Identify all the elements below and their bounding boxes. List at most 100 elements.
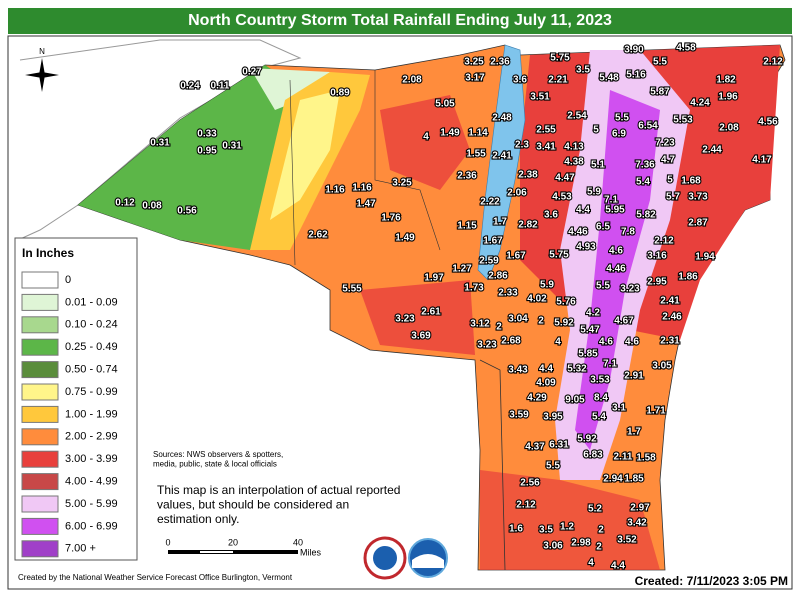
sources: Sources: NWS observers & spotters, media,… xyxy=(153,450,283,469)
station-value: 5.9 xyxy=(540,280,554,291)
scale-tick: 20 xyxy=(228,537,238,547)
station-value: 5.1 xyxy=(591,160,605,171)
station-value: 2.97 xyxy=(630,503,650,514)
station-value: 4 xyxy=(588,558,594,569)
station-value: 3.23 xyxy=(395,314,415,325)
rainfall-field xyxy=(77,44,786,571)
station-value: 2.59 xyxy=(479,256,499,267)
station-value: 7.1 xyxy=(604,195,618,206)
station-value: 1.71 xyxy=(646,406,666,417)
station-value: 5.7 xyxy=(666,192,680,203)
station-value: 2.56 xyxy=(520,478,540,489)
station-value: 2.48 xyxy=(492,113,512,124)
station-value: 2.44 xyxy=(702,145,722,156)
station-value: 4 xyxy=(423,132,429,143)
station-value: 3.59 xyxy=(509,410,529,421)
station-value: 7.23 xyxy=(655,138,675,149)
station-value: 1.27 xyxy=(452,264,472,275)
station-value: 4.46 xyxy=(606,264,626,275)
station-value: 1.16 xyxy=(352,183,372,194)
legend: In Inches 0 0.01 - 0.09 0.10 - 0.24 0.25 - … xyxy=(14,237,138,561)
legend-label: 1.00 - 1.99 xyxy=(65,408,118,420)
station-value: 1.6 xyxy=(509,524,523,535)
station-value: 3.06 xyxy=(543,541,563,552)
station-value: 1.67 xyxy=(506,251,526,262)
station-value: 5.76 xyxy=(556,297,576,308)
station-value: 3.5 xyxy=(539,525,553,536)
station-value: 5.9 xyxy=(587,187,601,198)
station-value: 4.56 xyxy=(758,117,778,128)
station-value: 5.48 xyxy=(599,73,619,84)
station-value: 3.5 xyxy=(576,65,590,76)
station-value: 8.4 xyxy=(594,393,608,404)
station-value: 1.96 xyxy=(718,92,738,103)
station-value: 4.4 xyxy=(576,205,590,216)
station-value: 1.67 xyxy=(483,236,503,247)
legend-label: 0.10 - 0.24 xyxy=(65,319,118,331)
legend-swatch xyxy=(21,316,59,334)
legend-label: 0.50 - 0.74 xyxy=(65,364,118,376)
station-value: 5.32 xyxy=(567,364,587,375)
station-value: 6.54 xyxy=(638,121,658,132)
station-value: 5.47 xyxy=(580,325,600,336)
legend-swatch xyxy=(21,473,59,491)
station-value: 1.16 xyxy=(325,185,345,196)
station-value: 7.1 xyxy=(603,359,617,370)
magenta-zone xyxy=(575,90,660,450)
legend-label: 7.00 + xyxy=(65,543,96,555)
station-value: 2.62 xyxy=(308,230,328,241)
station-value: 5.5 xyxy=(596,281,610,292)
station-value: 2.46 xyxy=(662,312,682,323)
red-patch xyxy=(480,470,660,570)
station-value: 3.25 xyxy=(392,178,412,189)
station-value: 2.95 xyxy=(647,277,667,288)
station-value: 3.23 xyxy=(477,340,497,351)
logos xyxy=(363,536,448,580)
compass-label: N xyxy=(39,47,45,56)
station-value: 5.16 xyxy=(626,70,646,81)
compass: N xyxy=(25,47,59,92)
station-value: 3.6 xyxy=(544,210,558,221)
station-value: 4.38 xyxy=(564,157,584,168)
legend-swatch xyxy=(21,293,59,311)
station-value: 2.12 xyxy=(654,236,674,247)
station-value: 2.55 xyxy=(536,125,556,136)
station-value: 4.13 xyxy=(564,142,584,153)
station-value: 3.12 xyxy=(470,319,490,330)
station-value: 4.17 xyxy=(752,155,772,166)
station-value: 1.7 xyxy=(493,217,507,228)
legend-label: 0 xyxy=(65,274,71,286)
scale-tick: 40 xyxy=(293,537,303,547)
legend-swatch xyxy=(21,271,59,289)
station-value: 2.22 xyxy=(480,197,500,208)
station-value: 7.36 xyxy=(635,160,655,171)
station-value: 0.89 xyxy=(330,88,350,99)
station-value: 3.95 xyxy=(543,412,563,423)
station-value: 1.86 xyxy=(678,272,698,283)
state-line xyxy=(479,359,506,571)
station-value: 5 xyxy=(593,125,599,136)
frame xyxy=(7,35,793,590)
station-value: 4.2 xyxy=(586,308,600,319)
station-value: 4.29 xyxy=(527,393,547,404)
station-value: 3.25 xyxy=(464,57,484,68)
station-value: 4 xyxy=(555,337,561,348)
station-value: 3.6 xyxy=(513,75,527,86)
station-value: 2.94 xyxy=(603,474,623,485)
station-value: 1.15 xyxy=(457,221,477,232)
station-value: 3.42 xyxy=(627,518,647,529)
legend-swatch xyxy=(21,517,59,535)
station-value: 1.85 xyxy=(624,474,644,485)
station-value: 1.76 xyxy=(381,213,401,224)
station-value: 4.4 xyxy=(539,364,553,375)
legend-label: 2.00 - 2.99 xyxy=(65,431,118,443)
legend-swatch xyxy=(21,495,59,513)
legend-swatch xyxy=(21,428,59,446)
station-value: 3.53 xyxy=(590,375,610,386)
station-value: 5.85 xyxy=(578,349,598,360)
station-value: 5.82 xyxy=(636,210,656,221)
station-value: 2.12 xyxy=(516,500,536,511)
title: North Country Storm Total Rainfall Endin… xyxy=(188,12,612,29)
station-value: 4.02 xyxy=(527,294,547,305)
